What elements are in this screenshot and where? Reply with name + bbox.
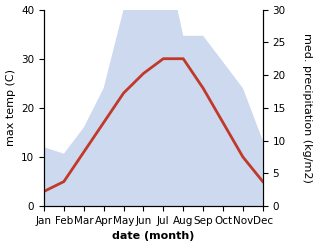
Y-axis label: max temp (C): max temp (C): [5, 69, 16, 146]
X-axis label: date (month): date (month): [112, 231, 195, 242]
Y-axis label: med. precipitation (kg/m2): med. precipitation (kg/m2): [302, 33, 313, 183]
